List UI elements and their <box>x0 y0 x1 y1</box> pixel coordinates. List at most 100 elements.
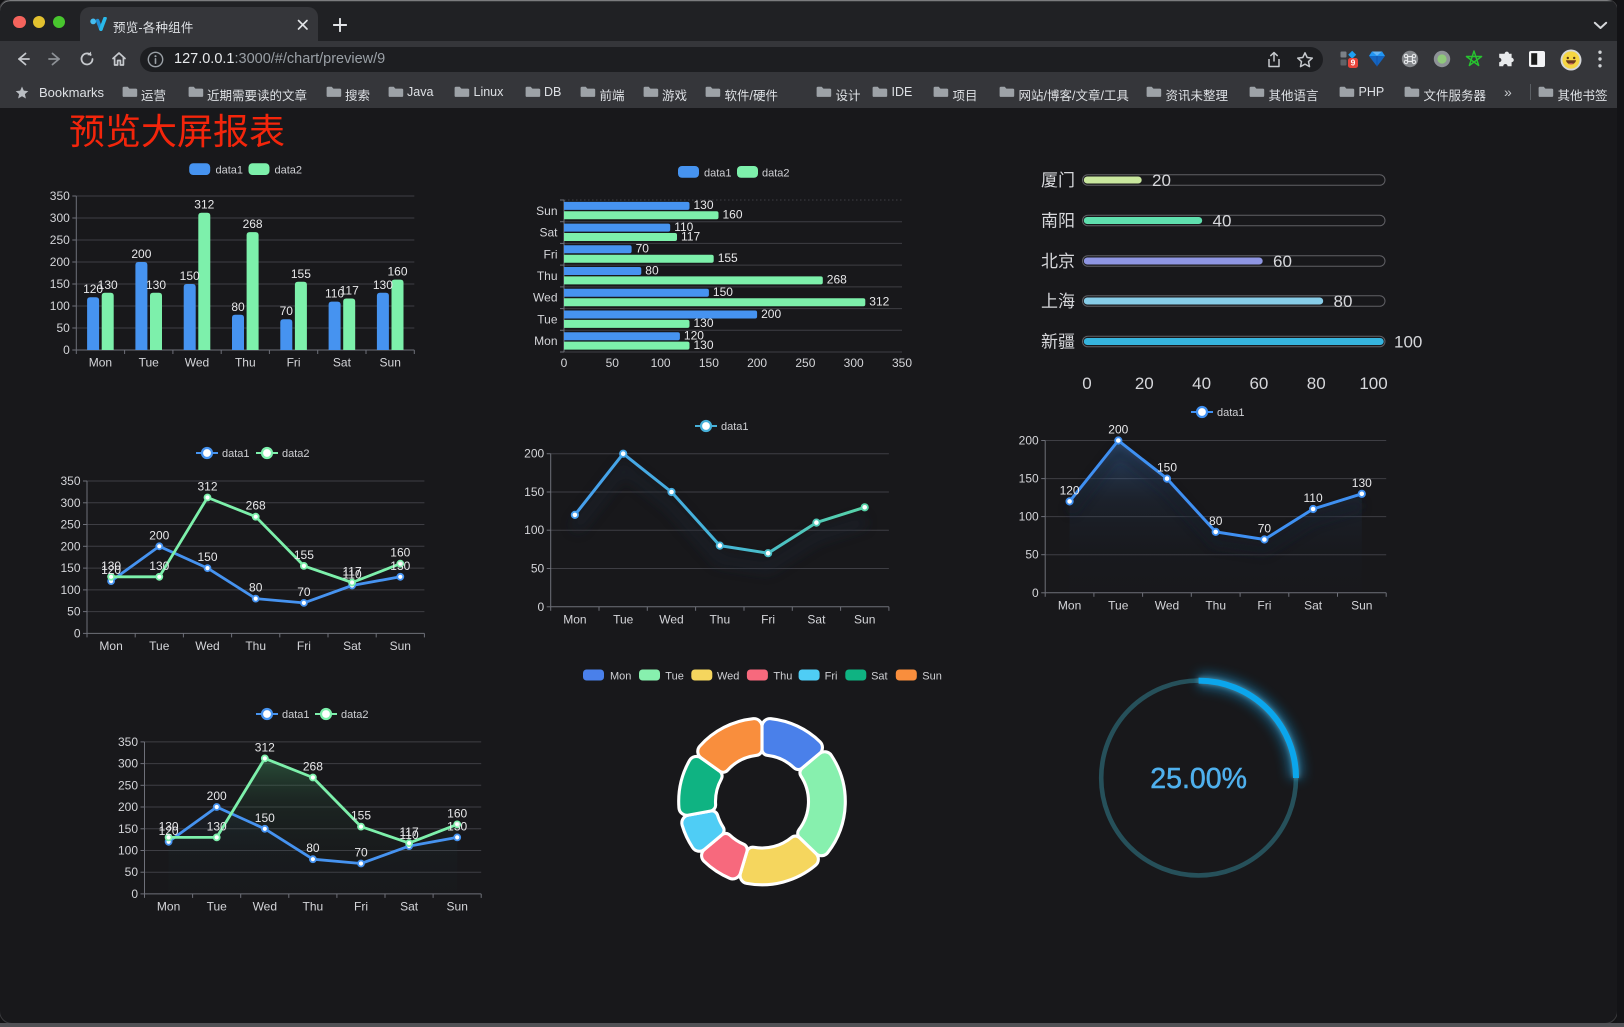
svg-text:160: 160 <box>390 546 410 560</box>
svg-text:70: 70 <box>354 846 368 860</box>
svg-text:100: 100 <box>1394 333 1422 352</box>
svg-text:100: 100 <box>50 299 70 313</box>
svg-text:130: 130 <box>390 559 410 573</box>
svg-text:Tue: Tue <box>207 899 228 913</box>
svg-text:250: 250 <box>50 233 70 247</box>
svg-text:120: 120 <box>684 329 704 343</box>
svg-text:130: 130 <box>101 559 121 573</box>
svg-text:150: 150 <box>699 356 719 370</box>
svg-text:268: 268 <box>827 273 847 287</box>
svg-text:Thu: Thu <box>1205 598 1226 612</box>
svg-text:100: 100 <box>118 844 138 858</box>
svg-text:新疆: 新疆 <box>1041 333 1075 352</box>
svg-text:data1: data1 <box>721 421 749 433</box>
svg-text:40: 40 <box>1213 212 1232 231</box>
svg-text:300: 300 <box>844 356 864 370</box>
svg-text:Mon: Mon <box>610 671 631 683</box>
svg-text:Fri: Fri <box>1257 598 1271 612</box>
svg-text:Fri: Fri <box>761 612 775 626</box>
svg-text:Sat: Sat <box>539 226 558 240</box>
svg-text:80: 80 <box>1307 374 1326 393</box>
svg-text:117: 117 <box>400 825 419 839</box>
svg-text:155: 155 <box>351 809 371 823</box>
svg-text:Fri: Fri <box>825 671 838 683</box>
svg-text:120: 120 <box>159 824 179 838</box>
svg-text:80: 80 <box>231 300 245 314</box>
svg-text:50: 50 <box>606 356 620 370</box>
svg-text:130: 130 <box>694 198 714 212</box>
svg-text:268: 268 <box>243 217 263 231</box>
svg-text:150: 150 <box>118 822 138 836</box>
svg-text:120: 120 <box>83 282 103 296</box>
svg-text:117: 117 <box>681 229 700 243</box>
svg-text:70: 70 <box>1258 522 1272 536</box>
svg-text:data1: data1 <box>704 167 732 179</box>
svg-text:Fri: Fri <box>354 899 368 913</box>
svg-text:130: 130 <box>98 278 118 292</box>
svg-text:312: 312 <box>197 480 217 494</box>
svg-text:120: 120 <box>1060 483 1080 497</box>
svg-text:Thu: Thu <box>245 639 266 653</box>
svg-text:150: 150 <box>524 485 544 499</box>
svg-text:Sun: Sun <box>536 204 557 218</box>
svg-text:200: 200 <box>524 447 544 461</box>
svg-text:预览大屏报表: 预览大屏报表 <box>69 111 285 152</box>
svg-text:Thu: Thu <box>773 671 792 683</box>
svg-text:130: 130 <box>146 278 166 292</box>
svg-text:110: 110 <box>325 287 344 301</box>
svg-text:160: 160 <box>387 265 407 279</box>
svg-text:150: 150 <box>255 811 275 825</box>
svg-text:130: 130 <box>373 278 393 292</box>
svg-text:300: 300 <box>60 496 80 510</box>
svg-text:data1: data1 <box>222 448 250 460</box>
svg-text:Mon: Mon <box>157 899 180 913</box>
svg-text:117: 117 <box>340 284 359 298</box>
svg-text:0: 0 <box>1082 374 1091 393</box>
svg-text:60: 60 <box>1273 252 1292 271</box>
svg-text:data2: data2 <box>282 448 310 460</box>
svg-text:100: 100 <box>1019 510 1039 524</box>
svg-text:200: 200 <box>131 247 151 261</box>
svg-text:80: 80 <box>1334 292 1353 311</box>
svg-text:Thu: Thu <box>709 612 730 626</box>
svg-text:130: 130 <box>159 819 179 833</box>
svg-text:Wed: Wed <box>185 356 209 370</box>
svg-text:70: 70 <box>297 585 311 599</box>
svg-text:Sat: Sat <box>343 639 362 653</box>
svg-text:80: 80 <box>306 841 320 855</box>
svg-text:350: 350 <box>892 356 912 370</box>
svg-text:80: 80 <box>645 263 659 277</box>
svg-text:Wed: Wed <box>253 899 277 913</box>
svg-text:Sat: Sat <box>807 612 826 626</box>
svg-text:Mon: Mon <box>534 334 557 348</box>
svg-text:Sun: Sun <box>390 639 411 653</box>
svg-text:300: 300 <box>118 757 138 771</box>
svg-text:Tue: Tue <box>537 312 558 326</box>
svg-text:data1: data1 <box>282 709 310 721</box>
svg-text:312: 312 <box>869 295 889 309</box>
svg-text:Tue: Tue <box>1108 598 1129 612</box>
svg-text:80: 80 <box>249 581 263 595</box>
svg-text:Thu: Thu <box>235 356 256 370</box>
svg-text:200: 200 <box>118 800 138 814</box>
svg-text:130: 130 <box>207 819 227 833</box>
svg-text:data1: data1 <box>216 165 244 177</box>
svg-text:150: 150 <box>50 277 70 291</box>
svg-text:300: 300 <box>50 211 70 225</box>
svg-text:60: 60 <box>1249 374 1268 393</box>
svg-text:200: 200 <box>149 528 169 542</box>
svg-text:Mon: Mon <box>563 612 586 626</box>
svg-text:110: 110 <box>343 568 362 582</box>
svg-text:Sat: Sat <box>871 671 888 683</box>
svg-text:Fri: Fri <box>544 247 558 261</box>
svg-text:Sun: Sun <box>380 356 401 370</box>
svg-text:50: 50 <box>531 562 545 576</box>
svg-text:Fri: Fri <box>297 639 311 653</box>
svg-text:Wed: Wed <box>195 639 219 653</box>
svg-text:100: 100 <box>60 583 80 597</box>
svg-text:Tue: Tue <box>613 612 634 626</box>
svg-text:0: 0 <box>538 600 545 614</box>
svg-text:150: 150 <box>1019 472 1039 486</box>
svg-text:110: 110 <box>1304 491 1323 505</box>
svg-text:40: 40 <box>1192 374 1211 393</box>
